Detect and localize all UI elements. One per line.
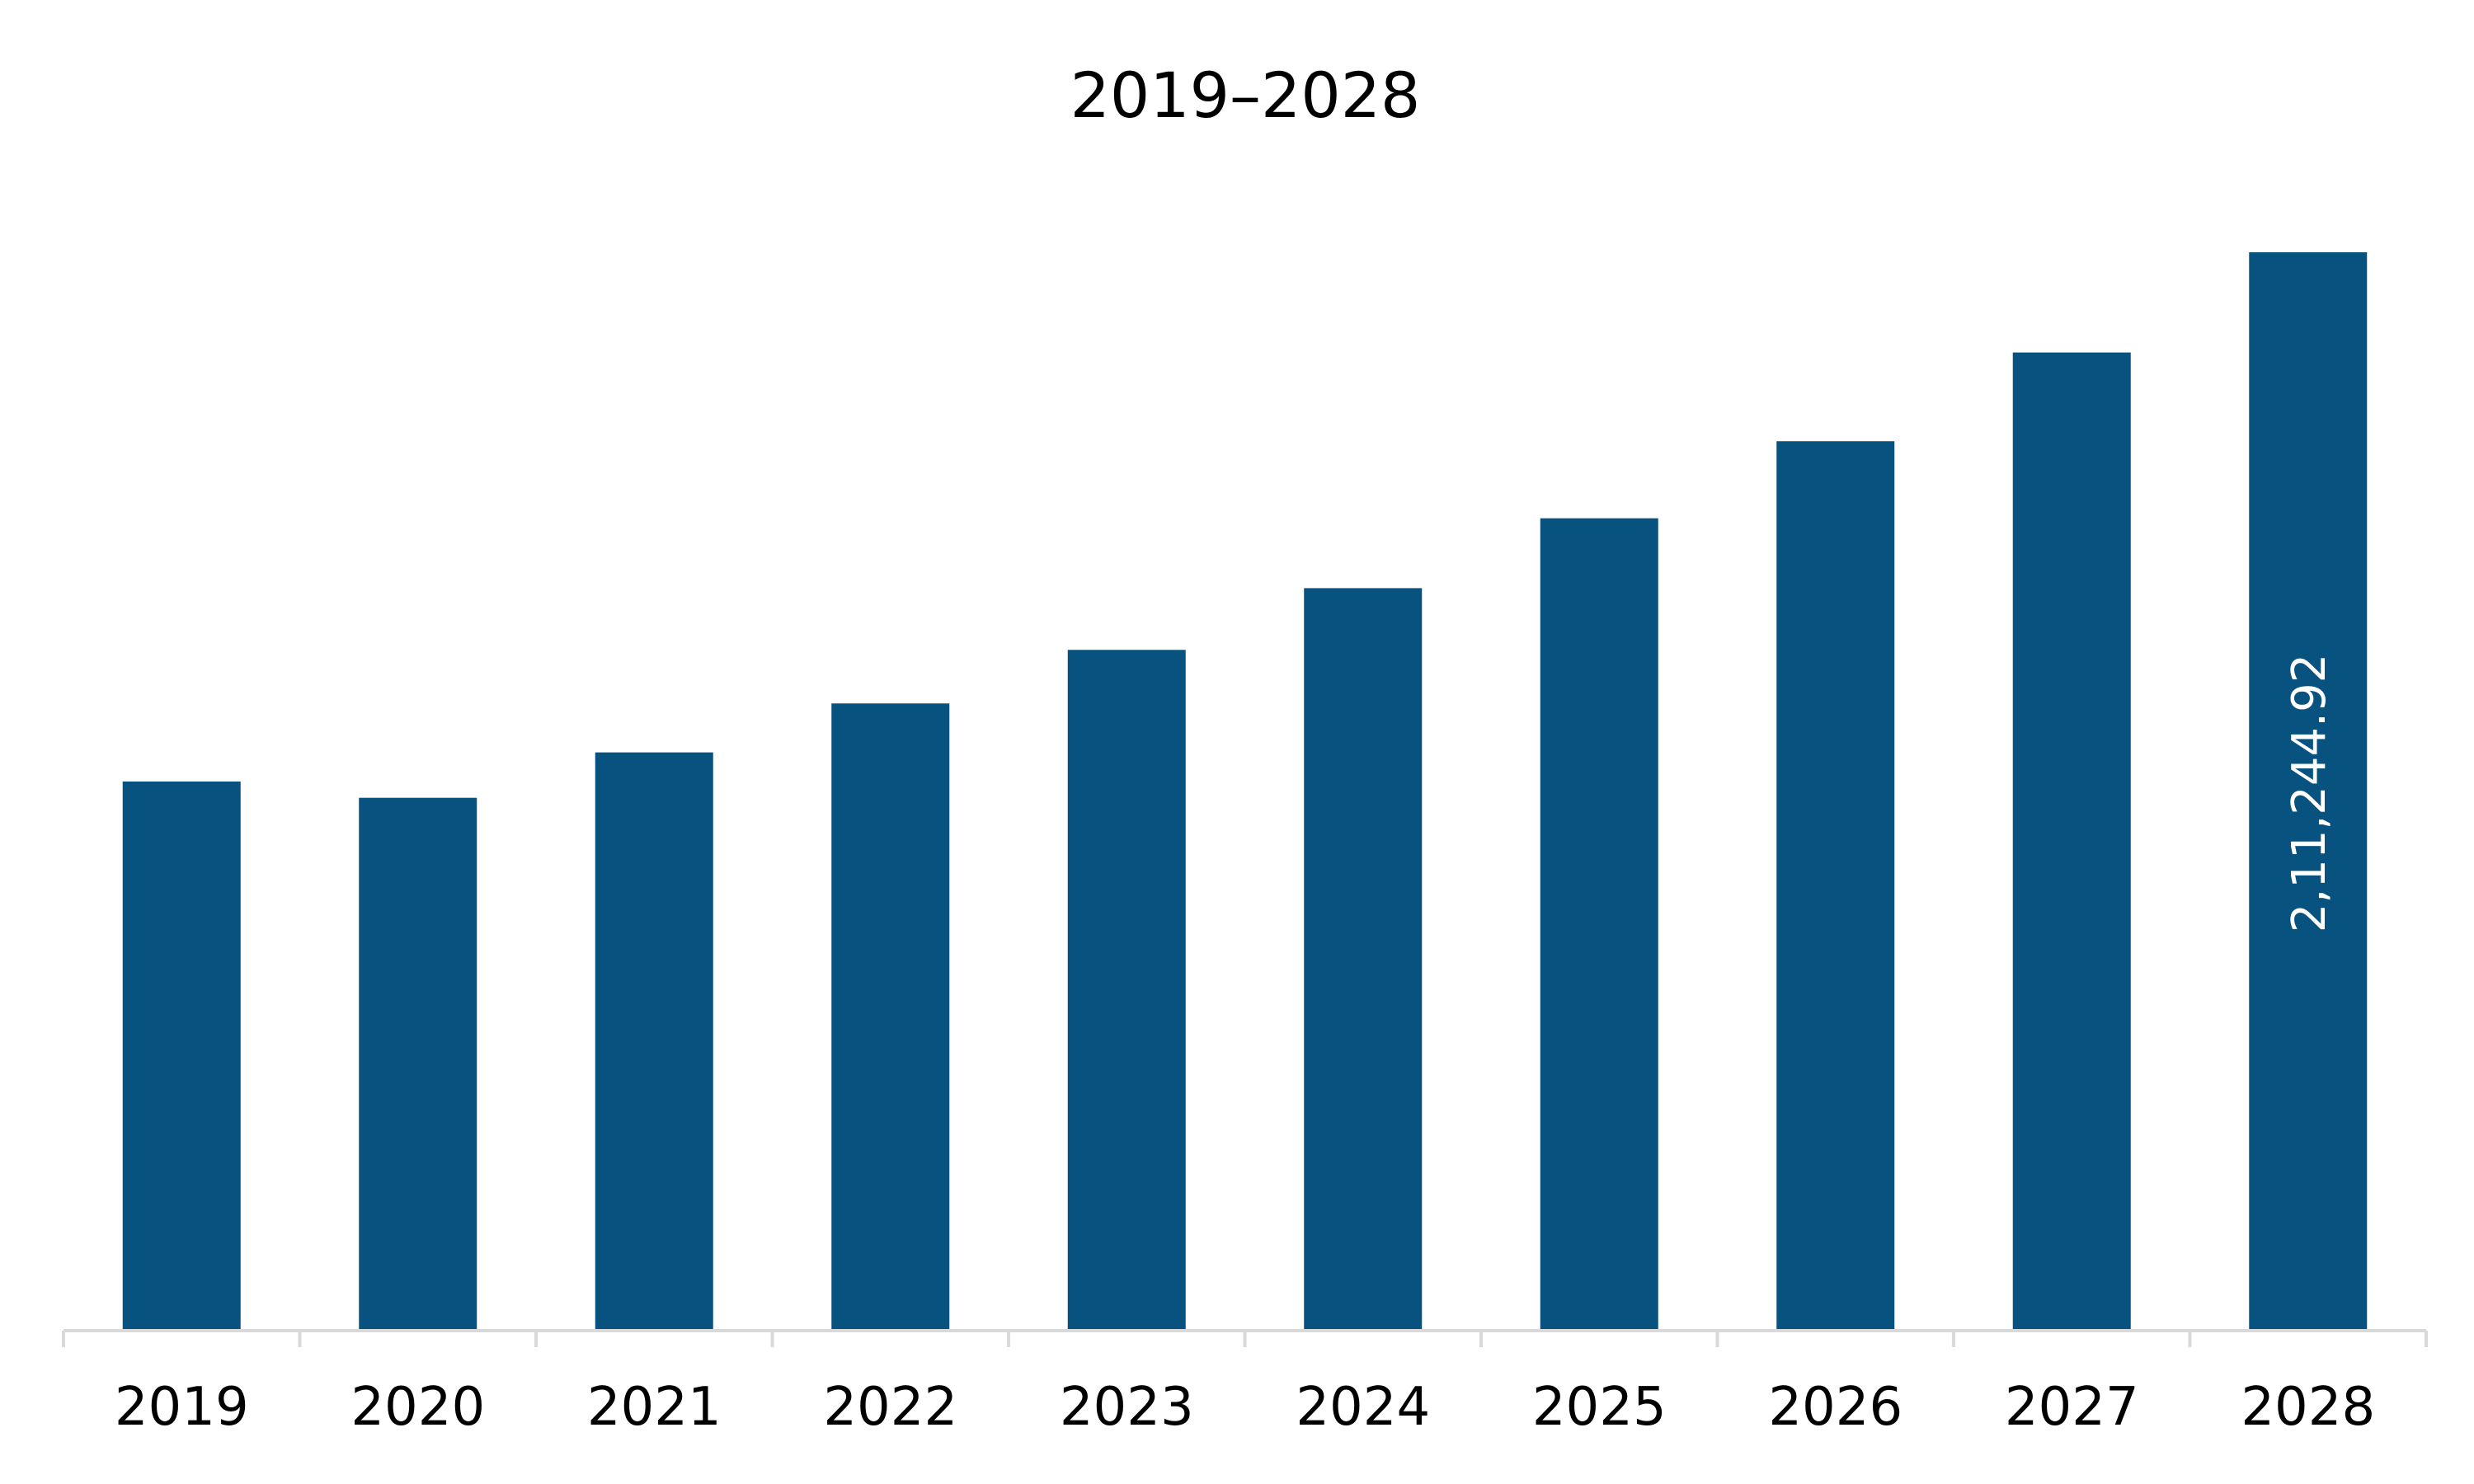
bar-2027 <box>2012 352 2131 1331</box>
bar-2022 <box>831 703 950 1330</box>
bar-2021 <box>595 752 713 1330</box>
bar-2024 <box>1304 588 1423 1330</box>
x-tick-label-2021: 2021 <box>587 1377 722 1438</box>
bar-2025 <box>1540 518 1658 1330</box>
x-tick-label-2024: 2024 <box>1296 1377 1430 1438</box>
x-axis <box>62 1329 2428 1347</box>
x-tick-label-2022: 2022 <box>823 1377 957 1438</box>
bar-2026 <box>1776 441 1895 1330</box>
x-tick-label-2025: 2025 <box>1532 1377 1667 1438</box>
bar-2028 <box>2249 252 2368 1330</box>
x-tick-label-2026: 2026 <box>1768 1377 1903 1438</box>
bar-2023 <box>1067 650 1186 1330</box>
bars-layer <box>122 252 2368 1331</box>
bar-2020 <box>359 797 477 1330</box>
x-tick-labels: 2019 2020 2021 2022 2023 2024 2025 2026 2027 2028 <box>115 1377 2375 1438</box>
x-tick-label-2023: 2023 <box>1060 1377 1194 1438</box>
data-labels: 2,11,244.92 <box>2283 654 2336 932</box>
x-tick-label-2027: 2027 <box>2005 1377 2139 1438</box>
x-tick-label-2019: 2019 <box>115 1377 249 1438</box>
bar-2019 <box>122 781 241 1330</box>
chart-title: 2019–2028 <box>1070 59 1421 132</box>
x-tick-label-2020: 2020 <box>350 1377 485 1438</box>
x-tick-label-2028: 2028 <box>2241 1377 2375 1438</box>
data-label-2028: 2,11,244.92 <box>2283 654 2336 932</box>
